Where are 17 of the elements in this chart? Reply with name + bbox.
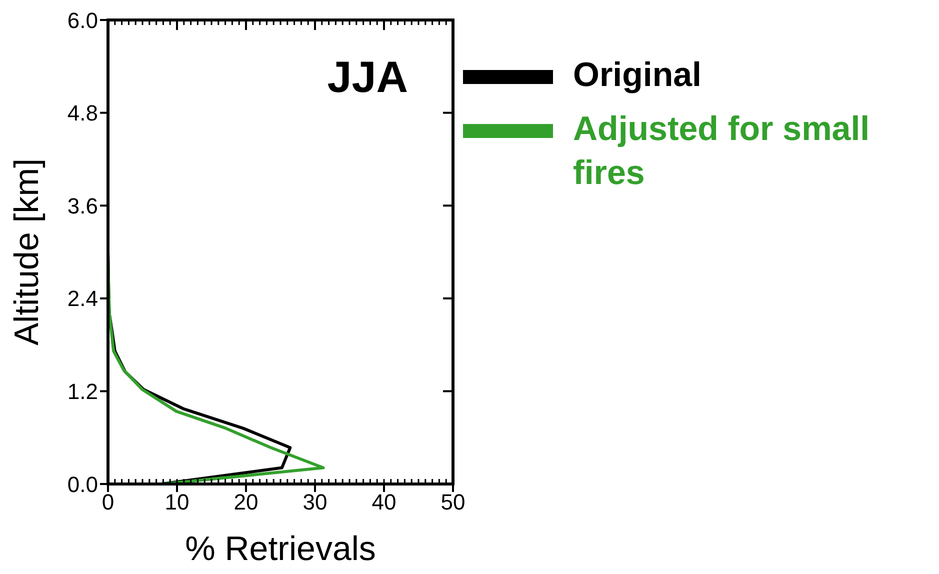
x-tick-label: 10 [164, 490, 190, 515]
y-tick-label: 4.8 [67, 100, 98, 126]
x-tick-label: 20 [234, 490, 258, 515]
y-tick-label: 6.0 [67, 8, 98, 33]
x-tick-label: 0 [102, 490, 114, 515]
y-axis-title: Altitude [km] [8, 158, 46, 346]
y-tick-label: 0.0 [67, 472, 98, 497]
x-tick-label: 30 [302, 490, 328, 515]
x-tick-label: 40 [372, 490, 396, 515]
x-tick-label: 50 [440, 490, 466, 515]
legend-label: Original [573, 55, 702, 96]
y-tick-label: 1.2 [67, 379, 98, 404]
x-axis-title: % Retrievals [185, 530, 376, 568]
y-tick-label: 3.6 [67, 193, 98, 218]
legend-label: Adjusted for small fires [573, 109, 871, 194]
y-tick-label: 2.4 [67, 286, 98, 312]
annotation: JJA [327, 53, 408, 102]
